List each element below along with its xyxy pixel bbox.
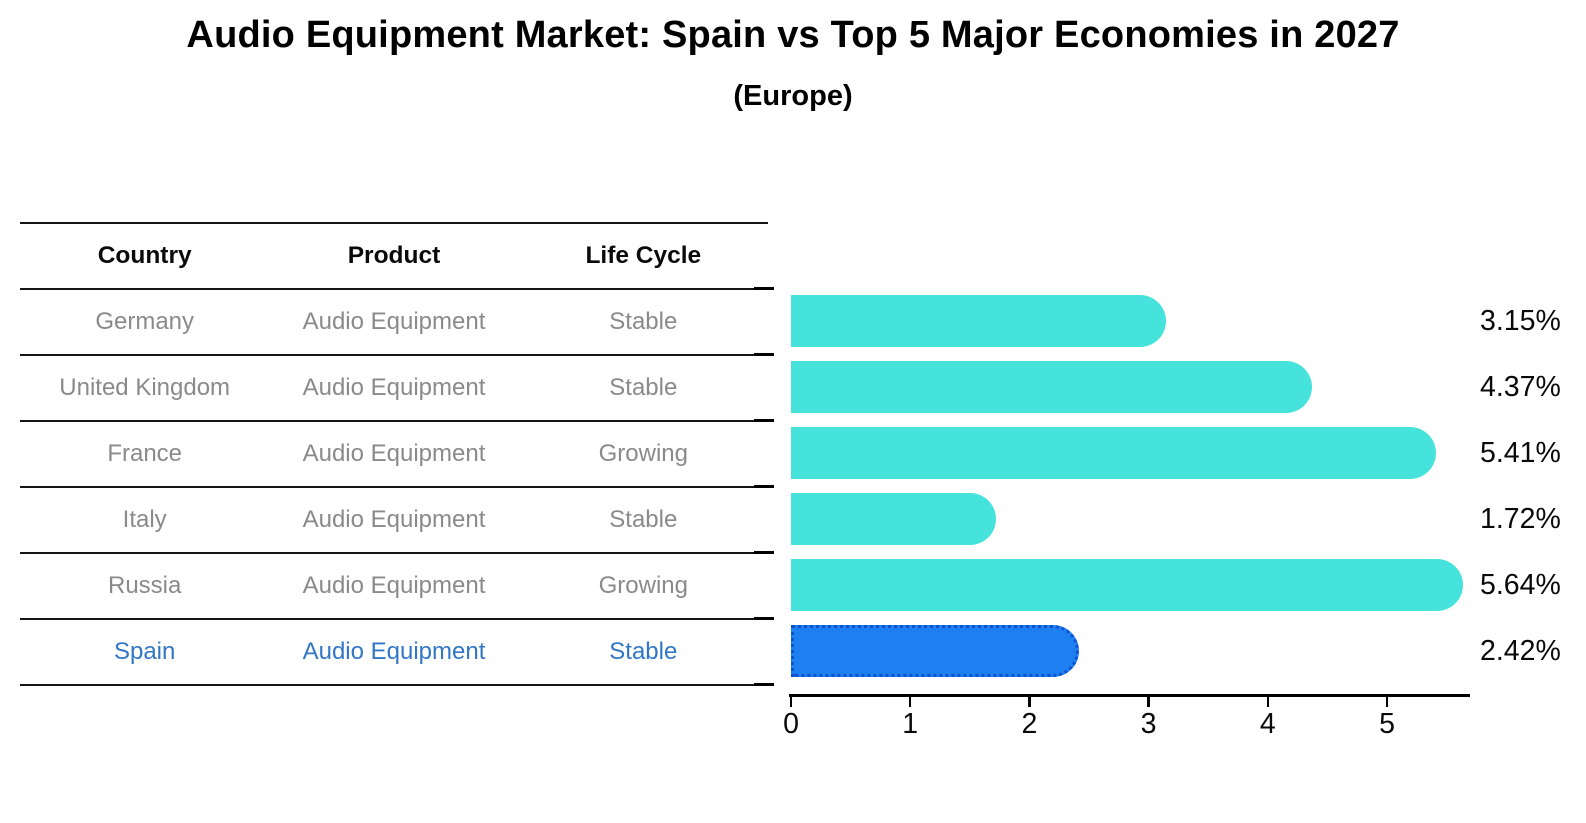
x-tick-label: 0 — [783, 708, 799, 740]
table-row: France Audio Equipment Growing — [20, 422, 768, 488]
bar-russia — [791, 559, 1464, 611]
table-cell-country: Italy — [122, 506, 167, 533]
table-header-country: Country — [97, 242, 192, 269]
table-cell-product: Audio Equipment — [302, 308, 486, 335]
x-tick — [908, 696, 912, 707]
table-cell-lifecycle: Stable — [609, 308, 678, 335]
table-cell-lifecycle: Stable — [609, 638, 678, 665]
x-tick-label: 1 — [902, 708, 919, 740]
x-tick — [1028, 696, 1031, 707]
table-cell-lifecycle: Growing — [598, 572, 688, 599]
y-tick — [754, 683, 774, 686]
table-cell-lifecycle: Stable — [609, 374, 678, 401]
value-label: 3.15% — [1480, 305, 1561, 337]
table-header-row: Country Product Life Cycle — [20, 224, 768, 290]
x-tick — [1147, 696, 1150, 707]
x-tick — [1266, 696, 1270, 707]
bar-germany — [791, 295, 1167, 347]
bar-france — [791, 427, 1436, 479]
bar-italy — [791, 493, 997, 545]
value-label: 1.72% — [1480, 503, 1561, 535]
table-header-lifecycle: Life Cycle — [585, 242, 702, 269]
x-tick-label: 5 — [1379, 708, 1395, 740]
table-row: Russia Audio Equipment Growing — [20, 554, 768, 620]
value-label: 5.41% — [1480, 437, 1561, 469]
y-tick — [754, 485, 774, 488]
y-tick — [754, 551, 774, 554]
table-row: Italy Audio Equipment Stable — [20, 488, 768, 554]
x-tick-label: 3 — [1140, 708, 1157, 740]
y-tick — [754, 353, 774, 356]
bar-spain — [791, 625, 1080, 677]
table-cell-product: Audio Equipment — [302, 440, 486, 467]
table-cell-country: France — [107, 440, 183, 467]
x-tick-label: 2 — [1021, 708, 1038, 740]
x-tick-label: 4 — [1259, 708, 1276, 740]
table-cell-country: Spain — [113, 638, 176, 665]
table-cell-country: United Kingdom — [59, 374, 231, 401]
value-label: 4.37% — [1480, 371, 1561, 403]
table-cell-lifecycle: Stable — [609, 506, 678, 533]
chart-subtitle: (Europe) — [733, 80, 853, 112]
x-tick — [1385, 696, 1389, 707]
table-row: United Kingdom Audio Equipment Stable — [20, 356, 768, 422]
table-cell-country: Russia — [107, 572, 182, 599]
table-cell-product: Audio Equipment — [302, 638, 486, 665]
value-label: 5.64% — [1480, 569, 1561, 601]
table-cell-lifecycle: Growing — [598, 440, 688, 467]
table-cell-country: Germany — [95, 308, 195, 335]
table-row: Spain Audio Equipment Stable — [20, 620, 768, 686]
x-axis-line — [789, 694, 1470, 697]
value-label: 2.42% — [1480, 635, 1561, 667]
table-cell-product: Audio Equipment — [302, 572, 486, 599]
y-tick — [754, 617, 774, 620]
chart-title: Audio Equipment Market: Spain vs Top 5 M… — [186, 14, 1400, 56]
country-table: Country Product Life Cycle Germany Audio … — [20, 222, 768, 686]
table-cell-product: Audio Equipment — [302, 506, 486, 533]
y-tick — [754, 287, 774, 290]
table-cell-product: Audio Equipment — [302, 374, 486, 401]
bar-united-kingdom — [791, 361, 1312, 413]
table-row: Germany Audio Equipment Stable — [20, 290, 768, 356]
y-tick — [754, 419, 774, 422]
table-header-product: Product — [347, 242, 441, 269]
x-tick — [789, 696, 793, 707]
